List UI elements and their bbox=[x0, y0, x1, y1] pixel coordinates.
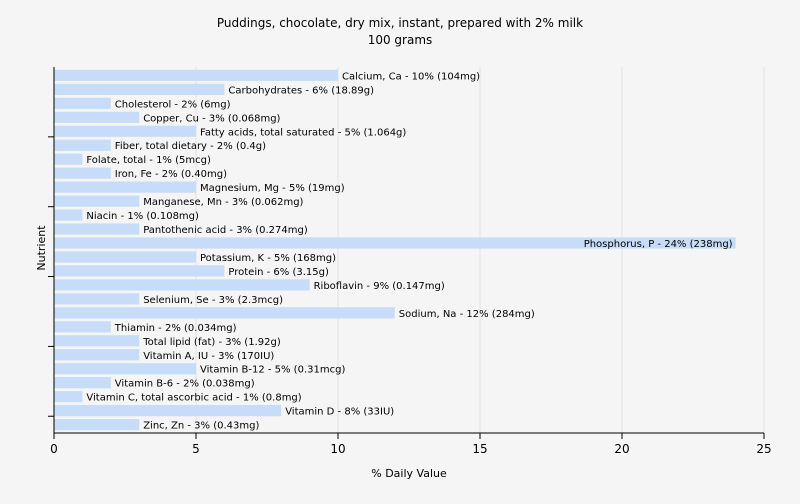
bar bbox=[54, 405, 282, 417]
bar bbox=[54, 237, 736, 249]
bar bbox=[54, 125, 196, 137]
bar-value-label: Copper, Cu - 3% (0.068mg) bbox=[143, 113, 280, 124]
bar bbox=[54, 307, 395, 319]
bar-value-label: Phosphorus, P - 24% (238mg) bbox=[584, 239, 733, 250]
bars bbox=[54, 69, 736, 431]
bar bbox=[54, 223, 140, 235]
bar bbox=[54, 293, 140, 305]
bar-value-label: Total lipid (fat) - 3% (1.92g) bbox=[142, 337, 281, 348]
bar-value-label: Protein - 6% (3.15g) bbox=[228, 267, 329, 278]
bar bbox=[54, 265, 225, 277]
bar-value-label: Folate, total - 1% (5mcg) bbox=[86, 155, 211, 166]
bar-value-label: Manganese, Mn - 3% (0.062mg) bbox=[143, 197, 303, 208]
bar-value-label: Selenium, Se - 3% (2.3mcg) bbox=[143, 295, 283, 306]
x-tick-label: 20 bbox=[614, 442, 629, 456]
bar-value-label: Iron, Fe - 2% (0.40mg) bbox=[115, 169, 227, 180]
bar-value-label: Vitamin D - 8% (33IU) bbox=[285, 407, 394, 418]
bar bbox=[54, 335, 140, 347]
bar-value-label: Pantothenic acid - 3% (0.274mg) bbox=[143, 225, 308, 236]
bar bbox=[54, 181, 196, 193]
bar-value-label: Vitamin B-12 - 5% (0.31mcg) bbox=[200, 365, 345, 376]
bar-value-label: Niacin - 1% (0.108mg) bbox=[86, 211, 199, 222]
y-axis-title: Nutrient bbox=[35, 225, 48, 271]
bar bbox=[54, 139, 111, 151]
bar bbox=[54, 419, 140, 431]
bar-value-label: Fatty acids, total saturated - 5% (1.064… bbox=[200, 127, 406, 138]
x-tick-label: 25 bbox=[756, 442, 771, 456]
bar bbox=[54, 83, 225, 95]
bar bbox=[54, 195, 140, 207]
bar bbox=[54, 153, 83, 165]
bar-value-label: Vitamin A, IU - 3% (170IU) bbox=[143, 351, 274, 362]
bar-labels: Calcium, Ca - 10% (104mg) Carbohydrates -… bbox=[86, 71, 732, 431]
bar-value-label: Carbohydrates - 6% (18.89g) bbox=[228, 85, 374, 96]
x-tick-label: 0 bbox=[50, 442, 58, 456]
bar-value-label: Cholesterol - 2% (6mg) bbox=[115, 99, 231, 110]
bar bbox=[54, 279, 310, 291]
x-axis-title: % Daily Value bbox=[371, 467, 447, 480]
x-tick-label: 5 bbox=[192, 442, 200, 456]
bar-value-label: Calcium, Ca - 10% (104mg) bbox=[342, 71, 480, 82]
bar-value-label: Potassium, K - 5% (168mg) bbox=[200, 253, 336, 264]
bar bbox=[54, 251, 196, 263]
bar-value-label: Riboflavin - 9% (0.147mg) bbox=[314, 281, 445, 292]
bar bbox=[54, 363, 196, 375]
bar-value-label: Sodium, Na - 12% (284mg) bbox=[399, 309, 535, 320]
bar bbox=[54, 111, 140, 123]
axes: 0 5 10 15 20 25 bbox=[48, 67, 772, 456]
chart-title: Puddings, chocolate, dry mix, instant, p… bbox=[217, 16, 583, 30]
chart-subtitle: 100 grams bbox=[368, 33, 433, 47]
bar-value-label: Fiber, total dietary - 2% (0.4g) bbox=[115, 141, 266, 152]
bar bbox=[54, 321, 111, 333]
x-tick-label: 15 bbox=[472, 442, 487, 456]
bar bbox=[54, 69, 338, 81]
x-tick-label: 10 bbox=[330, 442, 345, 456]
bar bbox=[54, 377, 111, 389]
bar bbox=[54, 167, 111, 179]
bar-value-label: Vitamin B-6 - 2% (0.038mg) bbox=[115, 379, 255, 390]
bar-value-label: Zinc, Zn - 3% (0.43mg) bbox=[143, 421, 259, 432]
bar bbox=[54, 209, 83, 221]
bar-value-label: Vitamin C, total ascorbic acid - 1% (0.8… bbox=[86, 393, 301, 404]
bar-value-label: Magnesium, Mg - 5% (19mg) bbox=[200, 183, 345, 194]
bar-value-label: Thiamin - 2% (0.034mg) bbox=[114, 323, 237, 334]
bar bbox=[54, 349, 140, 361]
bar bbox=[54, 391, 83, 403]
bar bbox=[54, 97, 111, 109]
